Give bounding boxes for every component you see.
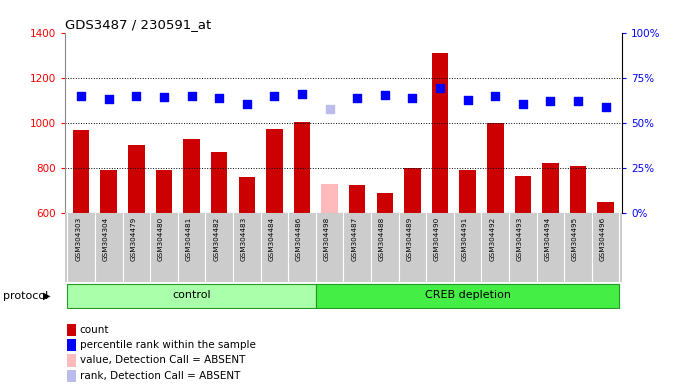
Text: GSM304491: GSM304491 [462, 217, 468, 261]
Point [131, 93, 142, 99]
Bar [542, 164, 559, 213]
Point [296, 91, 307, 97]
Text: GSM304479: GSM304479 [131, 217, 137, 261]
Bar [67, 370, 75, 382]
Text: GSM304482: GSM304482 [214, 217, 219, 261]
Point [379, 92, 390, 98]
Text: GSM304303: GSM304303 [75, 217, 81, 261]
Bar [128, 146, 145, 213]
Bar [459, 170, 476, 213]
Bar [515, 176, 531, 213]
Bar [67, 339, 75, 351]
Bar [239, 177, 255, 213]
Point [186, 93, 197, 99]
Text: GDS3487 / 230591_at: GDS3487 / 230591_at [65, 18, 211, 31]
Point [241, 101, 252, 107]
Bar [67, 354, 75, 367]
Text: GSM304483: GSM304483 [241, 217, 247, 261]
Point [490, 93, 500, 99]
Text: GSM304480: GSM304480 [158, 217, 164, 261]
Text: control: control [172, 290, 211, 300]
Text: GSM304489: GSM304489 [407, 217, 412, 261]
Text: GSM304494: GSM304494 [545, 217, 550, 261]
Text: GSM304498: GSM304498 [324, 217, 330, 261]
Bar [432, 53, 448, 213]
Text: GSM304496: GSM304496 [600, 217, 606, 261]
Bar [294, 122, 310, 213]
Bar [73, 130, 90, 213]
Text: GSM304304: GSM304304 [103, 217, 109, 261]
Text: count: count [80, 325, 109, 335]
Point [573, 98, 583, 104]
Bar [349, 185, 365, 213]
Text: GSM304486: GSM304486 [296, 217, 302, 261]
Point [103, 96, 114, 102]
Point [545, 98, 556, 104]
Point [352, 95, 362, 101]
Bar [322, 184, 338, 213]
Point [462, 97, 473, 103]
Bar [316, 283, 619, 308]
Text: protocol: protocol [3, 291, 49, 301]
Point [435, 85, 445, 91]
Bar [404, 168, 421, 213]
Text: GSM304492: GSM304492 [489, 217, 495, 261]
Point [324, 106, 335, 113]
Point [158, 94, 169, 100]
Bar [67, 283, 316, 308]
Text: GSM304493: GSM304493 [517, 217, 523, 261]
Bar [487, 123, 503, 213]
Text: value, Detection Call = ABSENT: value, Detection Call = ABSENT [80, 356, 245, 366]
Text: ▶: ▶ [42, 291, 50, 301]
Bar [211, 152, 228, 213]
Text: GSM304490: GSM304490 [434, 217, 440, 261]
Text: CREB depletion: CREB depletion [424, 290, 511, 300]
Bar [266, 129, 283, 213]
Text: GSM304488: GSM304488 [379, 217, 385, 261]
Bar [184, 139, 200, 213]
Point [214, 95, 224, 101]
Point [600, 104, 611, 110]
Point [407, 95, 418, 101]
Bar [101, 170, 117, 213]
Text: percentile rank within the sample: percentile rank within the sample [80, 340, 256, 350]
Text: GSM304484: GSM304484 [269, 217, 275, 261]
Text: GSM304481: GSM304481 [186, 217, 192, 261]
Bar [67, 324, 75, 336]
Bar [597, 202, 614, 213]
Bar [377, 193, 393, 213]
Text: rank, Detection Call = ABSENT: rank, Detection Call = ABSENT [80, 371, 240, 381]
Point [75, 93, 86, 99]
Point [517, 101, 528, 107]
Text: GSM304495: GSM304495 [572, 217, 578, 261]
Text: GSM304487: GSM304487 [351, 217, 357, 261]
Point [269, 93, 280, 99]
Bar [156, 170, 172, 213]
Bar [570, 166, 586, 213]
